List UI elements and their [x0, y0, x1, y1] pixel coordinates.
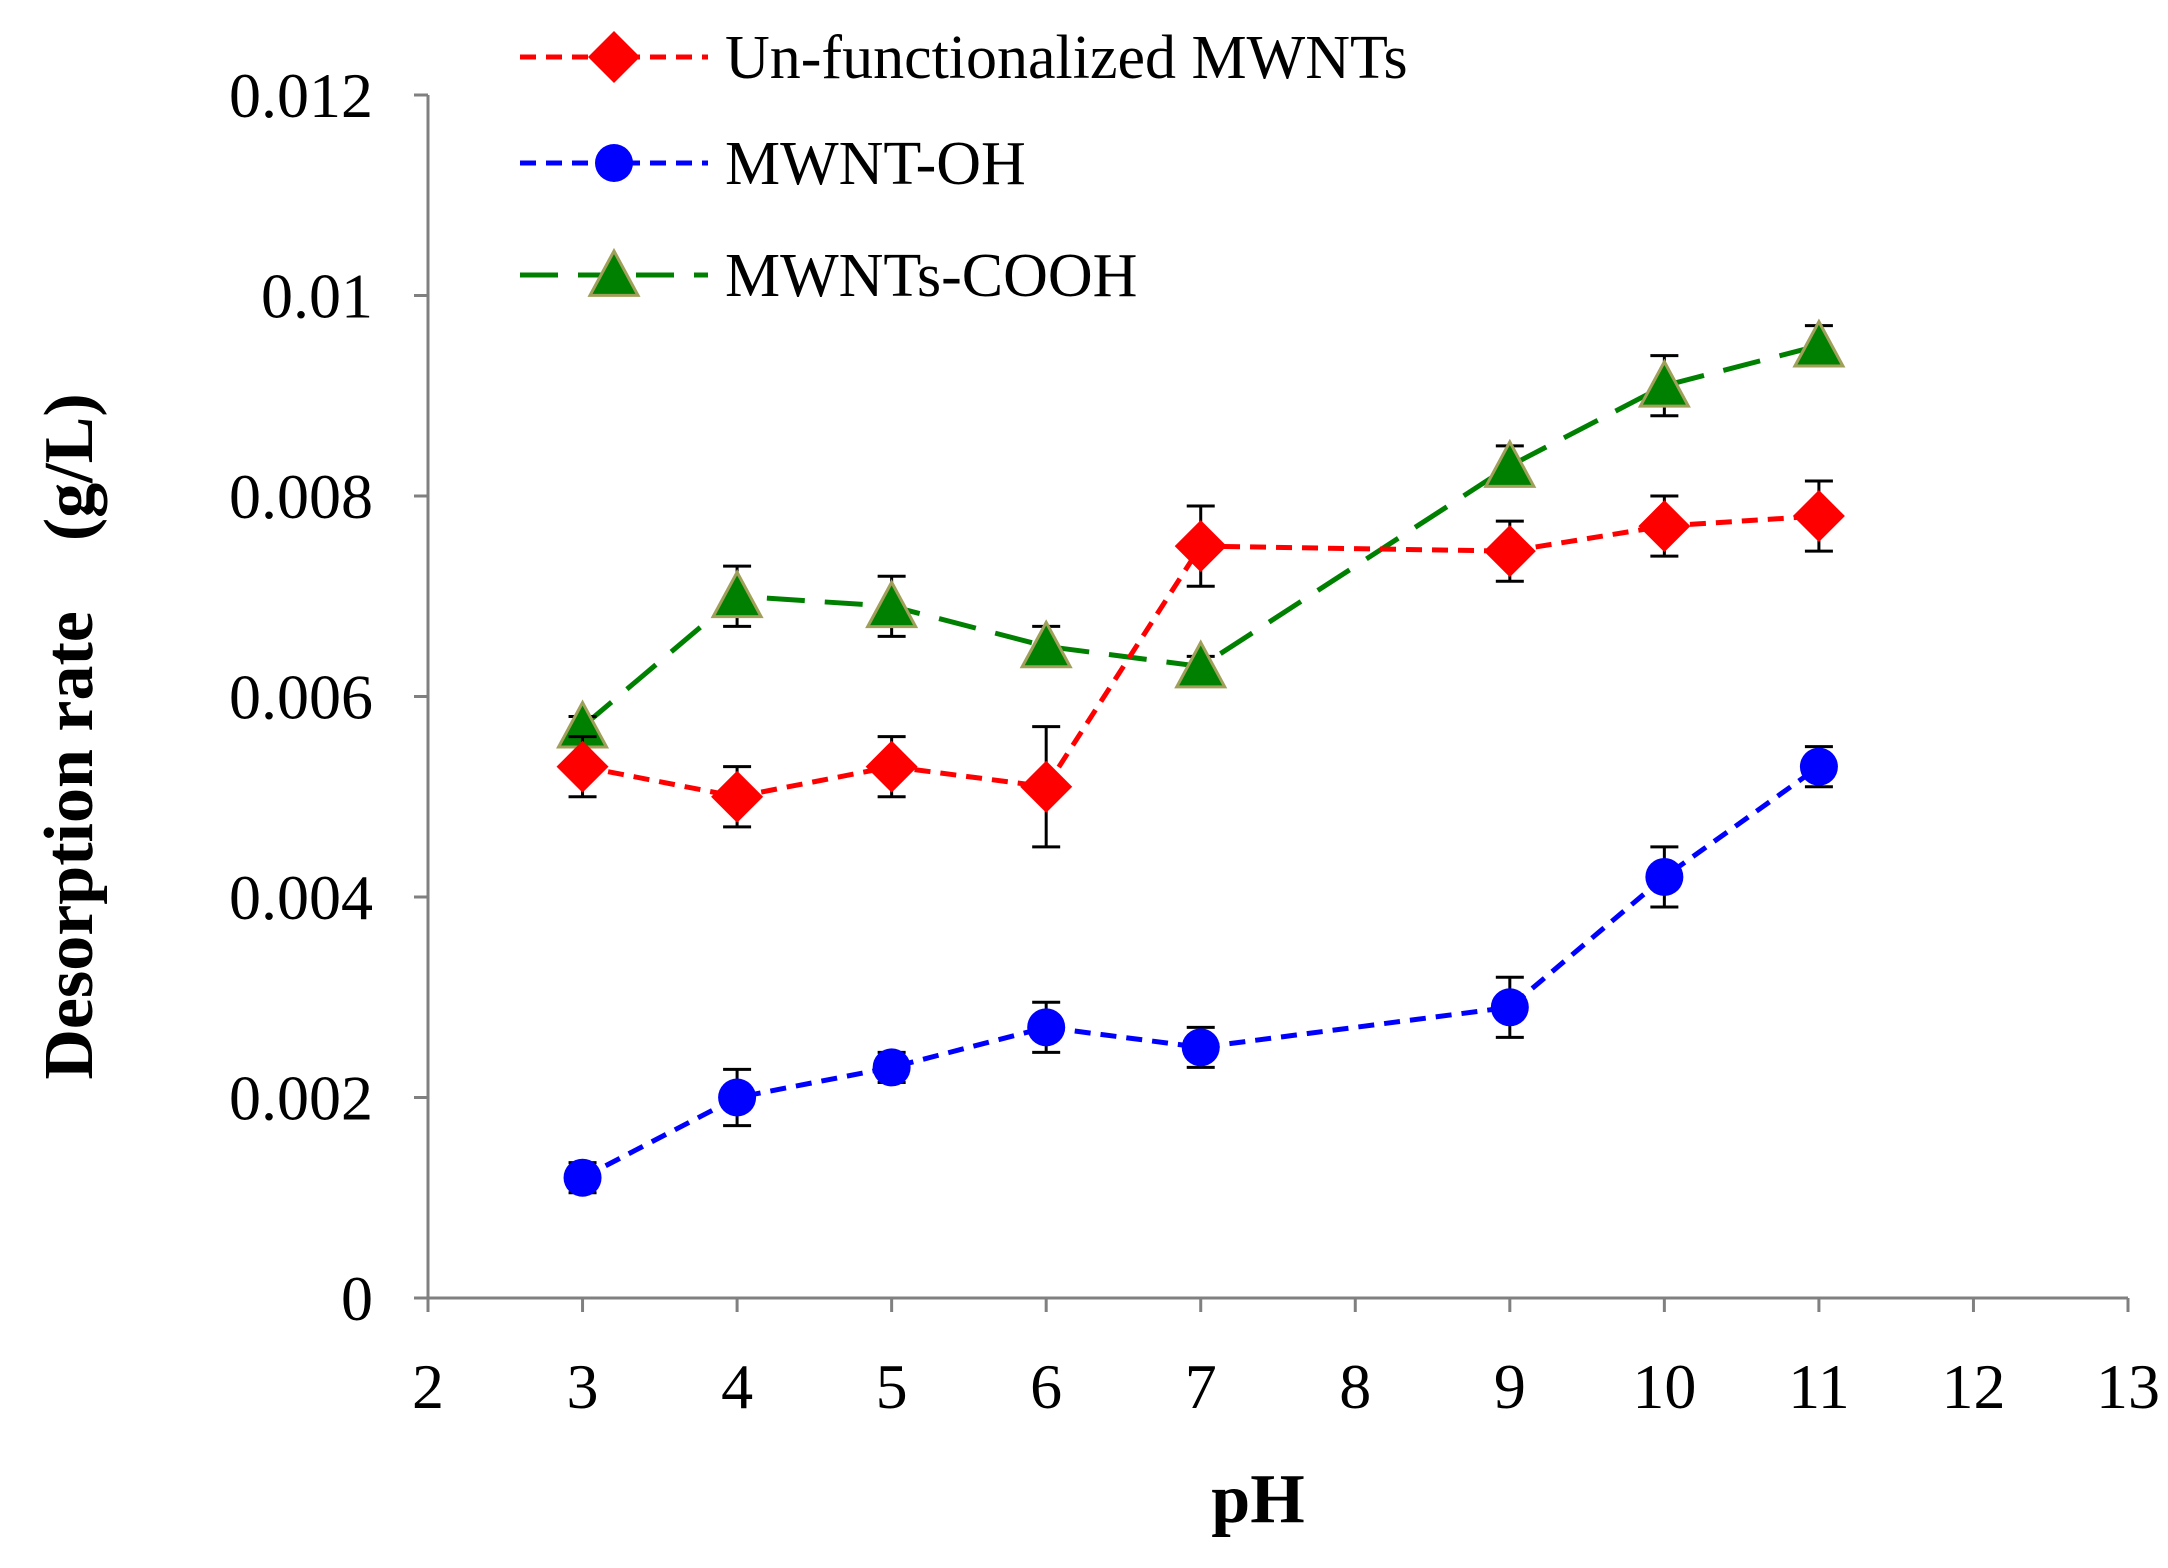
x-tick-label: 2	[412, 1351, 444, 1422]
x-tick-label: 9	[1494, 1351, 1526, 1422]
legend-marker	[588, 31, 640, 83]
x-tick-label: 6	[1030, 1351, 1062, 1422]
x-tick-label: 13	[2096, 1351, 2160, 1422]
data-point	[1799, 747, 1838, 786]
legend-label: Un-functionalized MWNTs	[725, 24, 1408, 92]
x-axis-title: pH	[1211, 1461, 1304, 1538]
series-1	[563, 745, 1838, 1197]
legend-item-0: Un-functionalized MWNTs	[520, 24, 1408, 92]
legend-marker	[595, 144, 633, 182]
plot-area: 0 0.002 0.004 0.006 0.008 0.01 0.012 2 3 4 5 6 7 8 9 1…	[229, 60, 2160, 1422]
data-point	[1637, 358, 1691, 408]
series-line	[580, 343, 1820, 729]
data-point	[872, 1048, 911, 1087]
data-point	[865, 579, 919, 629]
legend-item-1: MWNT-OH	[520, 130, 1026, 198]
legend-item-2: MWNTs-COOH	[520, 242, 1137, 310]
data-point	[1174, 639, 1228, 689]
data-point	[1019, 619, 1073, 669]
y-tick-label: 0.002	[229, 1063, 373, 1134]
x-tick-label: 4	[721, 1351, 753, 1422]
series-0	[556, 479, 1845, 849]
y-tick-label: 0.012	[229, 60, 373, 131]
series-line	[581, 764, 1821, 1180]
data-point	[1027, 1008, 1066, 1047]
data-point	[1020, 760, 1073, 813]
data-point	[1490, 988, 1529, 1027]
data-point	[865, 740, 918, 793]
x-tick-label: 11	[1788, 1351, 1850, 1422]
legend-marker	[587, 247, 641, 297]
y-tick-label: 0.008	[229, 461, 373, 532]
y-axis-title: Desorption rate (g/L)	[31, 393, 108, 1079]
data-point	[1792, 318, 1846, 368]
data-point	[1174, 520, 1227, 573]
legend: Un-functionalized MWNTs MWNT-OH MWNTs-COOH	[520, 24, 1408, 310]
data-point	[1792, 490, 1845, 543]
y-axis-ticks: 0 0.002 0.004 0.006 0.008 0.01 0.012	[229, 60, 428, 1334]
series-2	[556, 318, 1846, 749]
data-point	[1483, 438, 1537, 488]
x-axis-ticks: 2 3 4 5 6 7 8 9 10 11 12 13	[412, 1298, 2160, 1422]
data-point	[556, 740, 609, 793]
series-layer	[556, 318, 1846, 1197]
data-point	[1638, 500, 1691, 553]
data-point	[1483, 525, 1536, 578]
series-line	[582, 513, 1820, 800]
x-tick-label: 7	[1185, 1351, 1217, 1422]
x-tick-label: 5	[876, 1351, 908, 1422]
x-tick-label: 3	[567, 1351, 599, 1422]
x-tick-label: 10	[1632, 1351, 1696, 1422]
y-tick-label: 0.004	[229, 862, 373, 933]
data-point	[1645, 857, 1684, 896]
data-point	[718, 1078, 757, 1117]
x-tick-label: 12	[1941, 1351, 2005, 1422]
data-point	[563, 1158, 602, 1197]
data-point	[710, 569, 764, 619]
data-point	[711, 770, 764, 823]
y-tick-label: 0.01	[261, 261, 373, 332]
x-tick-label: 8	[1339, 1351, 1371, 1422]
y-tick-label: 0.006	[229, 662, 373, 733]
data-point	[1181, 1028, 1220, 1067]
legend-label: MWNTs-COOH	[725, 242, 1137, 310]
y-tick-label: 0	[341, 1263, 373, 1334]
legend-label: MWNT-OH	[725, 130, 1026, 198]
